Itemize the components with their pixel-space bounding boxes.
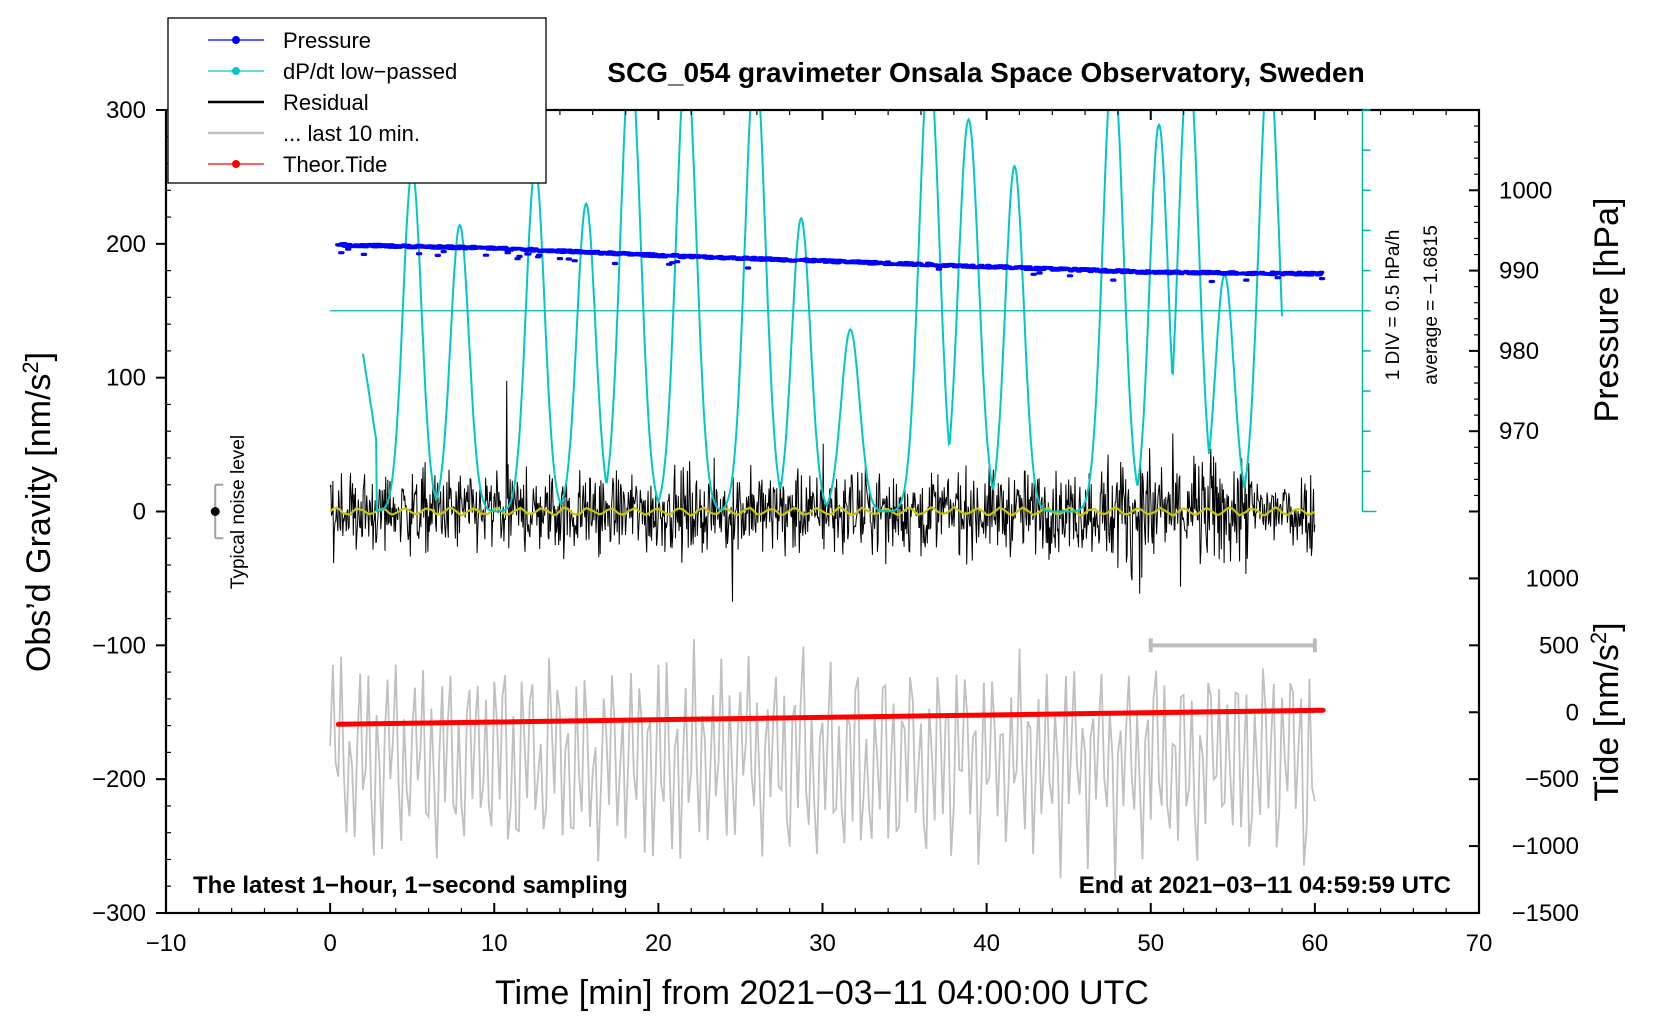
legend-box	[167, 17, 547, 184]
x-tick-label: 60	[1302, 930, 1329, 957]
y-axis-left-title-main: Obs’d Gravity [nm/s	[20, 374, 58, 673]
last10-marker	[1148, 638, 1317, 653]
pressure-tick-label: 980	[1499, 338, 1539, 365]
y-axis-tide-title-main: Tide [nm/s	[1588, 644, 1626, 801]
annotation-left: The latest 1−hour, 1−second sampling	[193, 872, 628, 899]
series-residual	[329, 380, 1316, 602]
y-axis-left: 300 200 100 0 −100 −200 −300	[92, 97, 166, 927]
y-tick-label: −300	[92, 900, 146, 927]
x-tick-label: 70	[1466, 930, 1493, 957]
legend-label: Theor.Tide	[283, 152, 387, 177]
x-tick-label: 40	[973, 930, 1000, 957]
y-tick-label: −200	[92, 766, 146, 793]
x-tick-label: 20	[645, 930, 672, 957]
tide-tick-label: −1000	[1512, 833, 1579, 860]
tide-tick-label: 0	[1566, 699, 1579, 726]
y-tick-label: 200	[106, 231, 146, 258]
dpdt-div-label: 1 DIV = 0.5 hPa/h	[1383, 230, 1404, 381]
series-dpdt-low-passed	[361, 110, 1283, 513]
series-pressure	[335, 242, 1326, 284]
pressure-tick-label: 970	[1499, 418, 1539, 445]
series-layer	[329, 110, 1326, 886]
series-theoretical-tide	[335, 707, 1326, 727]
y-axis-left-title-end: ]	[20, 352, 58, 361]
y-axis-left-title-sup: 2	[18, 361, 43, 373]
y-axis-pressure-title: Pressure [hPa]	[1588, 198, 1626, 423]
legend-entries: Pressure dP/dt low−passed Residual ... last…	[208, 28, 457, 177]
dpdt-scale-ticks	[1362, 109, 1377, 513]
x-axis-title: Time [min] from 2021−03−11 04:00:00 UTC	[495, 974, 1149, 1012]
y-axis-tide: 1000 500 0 −500 −1000 −1500	[1469, 565, 1579, 927]
x-tick-label: 50	[1137, 930, 1164, 957]
y-axis-tide-title-sup: 2	[1586, 632, 1611, 644]
annotation-right: End at 2021−03−11 04:59:59 UTC	[1079, 872, 1451, 899]
y-tick-label: 300	[106, 97, 146, 124]
x-tick-label: 0	[323, 930, 336, 957]
tide-tick-label: 500	[1539, 632, 1579, 659]
x-tick-label: 10	[481, 930, 508, 957]
y-axis-pressure: 1000 990 980 970	[1469, 109, 1552, 513]
legend-swatch-dot	[232, 160, 240, 168]
noise-label: Typical noise level	[228, 435, 249, 589]
y-tick-label: −100	[92, 632, 146, 659]
legend-label: dP/dt low−passed	[283, 59, 457, 84]
legend-swatch-dot	[232, 67, 240, 75]
chart-title: SCG_054 gravimeter Onsala Space Observat…	[607, 57, 1364, 88]
legend-swatch-dot	[232, 36, 240, 44]
y-axis-left-title: Obs’d Gravity [nm/s2]	[18, 352, 58, 672]
y-tick-label: 0	[133, 499, 146, 526]
legend-label: Pressure	[283, 28, 371, 53]
tide-tick-label: −1500	[1512, 900, 1579, 927]
dpdt-scale: 1 DIV = 0.5 hPa/h average = −1.6815	[330, 109, 1442, 513]
tide-tick-label: 1000	[1526, 565, 1579, 592]
pressure-tick-label: 990	[1499, 258, 1539, 285]
y-tick-label: 100	[106, 365, 146, 392]
y-axis-tide-title-end: ]	[1588, 622, 1626, 631]
series-last-10-min	[329, 639, 1316, 886]
pressure-tick-label: 1000	[1499, 177, 1552, 204]
x-tick-label: −10	[146, 930, 187, 957]
series-residual-smoothed	[329, 505, 1316, 517]
legend-label: Residual	[283, 90, 369, 115]
legend: Pressure dP/dt low−passed Residual ... last…	[167, 17, 547, 184]
legend-label: ... last 10 min.	[283, 121, 420, 146]
tide-tick-label: −500	[1525, 766, 1579, 793]
x-tick-label: 30	[809, 930, 836, 957]
noise-dot	[210, 507, 220, 516]
dpdt-average-label: average = −1.6815	[1421, 225, 1442, 385]
y-axis-tide-title: Tide [nm/s2]	[1586, 622, 1626, 801]
noise-indicator: Typical noise level	[210, 435, 249, 589]
